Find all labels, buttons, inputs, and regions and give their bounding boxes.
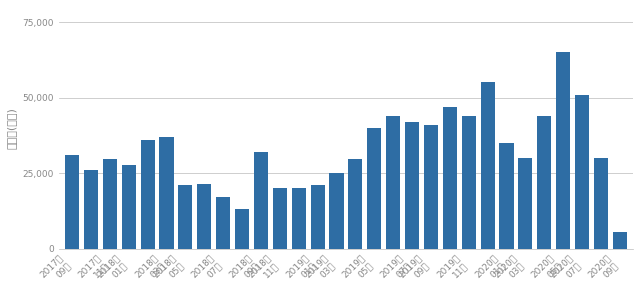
Bar — [405, 122, 419, 248]
Bar — [575, 94, 589, 248]
Bar — [367, 128, 381, 248]
Bar — [216, 197, 230, 248]
Bar — [292, 188, 306, 248]
Bar — [424, 125, 438, 248]
Bar — [556, 52, 570, 248]
Bar — [310, 185, 324, 248]
Bar — [537, 116, 552, 248]
Y-axis label: 거래량(건수): 거래량(건수) — [7, 107, 17, 149]
Bar — [65, 155, 79, 248]
Bar — [612, 232, 627, 248]
Bar — [518, 158, 532, 248]
Bar — [461, 116, 476, 248]
Bar — [103, 159, 117, 248]
Bar — [594, 158, 608, 248]
Bar — [330, 173, 344, 248]
Bar — [348, 159, 362, 248]
Bar — [443, 107, 457, 248]
Bar — [84, 170, 98, 248]
Bar — [273, 188, 287, 248]
Bar — [386, 116, 400, 248]
Bar — [254, 152, 268, 248]
Bar — [481, 82, 495, 248]
Bar — [141, 140, 155, 248]
Bar — [179, 185, 193, 248]
Bar — [122, 166, 136, 248]
Bar — [197, 183, 211, 248]
Bar — [235, 209, 249, 248]
Bar — [159, 137, 173, 248]
Bar — [499, 143, 513, 248]
